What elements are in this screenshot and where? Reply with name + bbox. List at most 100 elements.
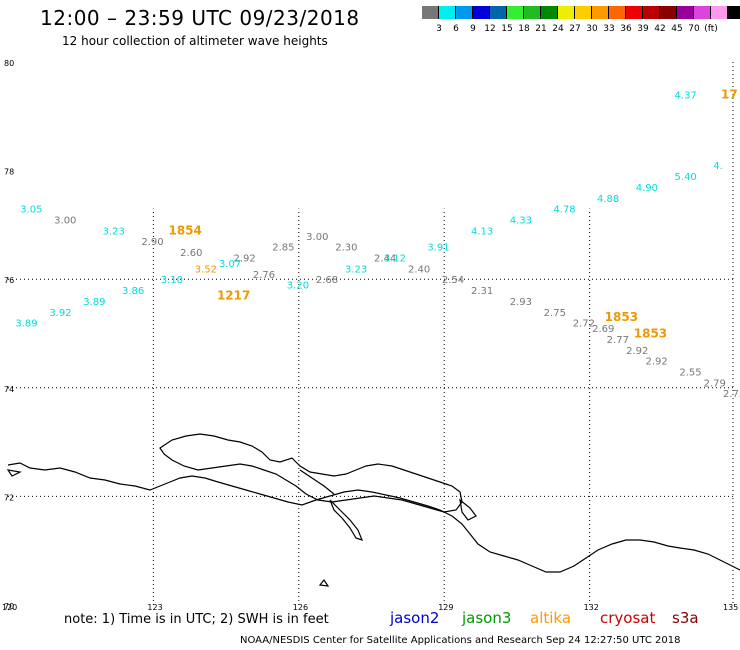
wave-height-value: 2.72 [573, 319, 595, 330]
wave-height-value: 4.88 [597, 194, 619, 205]
graticule-grid [8, 62, 735, 605]
color-scale-label: 12 [484, 24, 496, 34]
longitude-label: 132 [584, 603, 599, 612]
color-scale-label: 45 [671, 24, 683, 34]
satellite-legend-item-s3a: s3a [672, 609, 699, 627]
latitude-label: 78 [4, 168, 14, 177]
wave-height-value: 3.23 [103, 226, 125, 237]
wave-height-value: 3.91 [427, 243, 449, 254]
color-swatch [643, 6, 660, 19]
color-scale-label: 33 [603, 24, 615, 34]
wave-height-value: 2.90 [141, 237, 163, 248]
latitude-label: 76 [4, 276, 14, 285]
color-swatch [677, 6, 694, 19]
wave-height-value: 4.90 [636, 183, 658, 194]
color-scale-label: 39 [637, 24, 649, 34]
pass-time-label: 1854 [168, 223, 201, 237]
color-scale-label: 6 [453, 24, 459, 34]
wave-height-value: 2.55 [679, 368, 701, 379]
color-swatch [558, 6, 575, 19]
satellite-legend-item-jason3: jason3 [462, 609, 512, 627]
color-swatch [541, 6, 558, 19]
color-scale-label: 9 [470, 24, 476, 34]
coastline [6, 433, 740, 587]
color-swatch [626, 6, 643, 19]
pass-time-label: 1217 [217, 288, 250, 302]
color-scale-label: 3 [436, 24, 442, 34]
wave-height-value: 4.78 [553, 205, 575, 216]
color-scale-label: 70 [688, 24, 700, 34]
wave-height-value: 2.79 [704, 378, 726, 389]
wave-height-value: 2.92 [233, 253, 255, 264]
wave-height-value: 2.76 [253, 270, 275, 281]
footer-note: note: 1) Time is in UTC; 2) SWH is in fe… [64, 612, 329, 627]
color-scale-label: 24 [552, 24, 564, 34]
map-title: 12:00 – 23:59 UTC 09/23/2018 [40, 6, 360, 30]
wave-height-value: 2.60 [180, 248, 202, 259]
latitude-label: 72 [4, 493, 14, 502]
coastline-path [159, 433, 463, 513]
wave-height-value: 2.92 [626, 346, 648, 357]
color-swatch [473, 6, 490, 19]
wave-height-value: 4. [713, 161, 723, 172]
color-swatch [694, 6, 711, 19]
wave-height-value: 2.30 [335, 243, 357, 254]
latitude-label: 70 [4, 602, 14, 611]
coastline-path [329, 499, 364, 541]
wave-height-value: 4.37 [675, 91, 697, 102]
color-scale-label: 36 [620, 24, 632, 34]
wave-height-value: 2.85 [272, 243, 294, 254]
color-swatch [592, 6, 609, 19]
color-swatch [660, 6, 677, 19]
wave-height-value: 2.92 [645, 357, 667, 368]
coastline-path [7, 462, 740, 573]
color-swatch [609, 6, 626, 19]
color-swatch [575, 6, 592, 19]
color-scale-label: 30 [586, 24, 598, 34]
color-swatch [490, 6, 507, 19]
wave-height-value: 2.75 [544, 308, 566, 319]
wave-height-value: 2.31 [471, 286, 493, 297]
wave-height-value: 3.07 [219, 259, 241, 270]
wave-height-value: 3.00 [306, 232, 328, 243]
coastline-path [318, 578, 330, 587]
color-swatch [456, 6, 473, 19]
longitude-label: 120 [2, 603, 17, 612]
longitude-label: 129 [438, 603, 453, 612]
pass-time-label: 1853 [634, 327, 667, 341]
satellite-legend-item-jason2: jason2 [390, 609, 440, 627]
color-swatch [439, 6, 456, 19]
color-scale-label: 18 [518, 24, 530, 34]
wave-height-value: 2.44 [374, 253, 396, 264]
pass-time-label: 1853 [605, 310, 638, 324]
wave-height-value: 2.69 [592, 324, 614, 335]
wave-height-value: 4.33 [510, 215, 532, 226]
color-swatch [524, 6, 541, 19]
wave-height-value: 3.89 [15, 319, 37, 330]
wave-height-value: 3.86 [122, 286, 144, 297]
wave-height-value: 2.40 [408, 264, 430, 275]
pass-time-label: 17 [721, 88, 738, 102]
color-swatch [422, 6, 439, 19]
wave-height-value: 3.92 [49, 308, 71, 319]
color-scale-label: 27 [569, 24, 581, 34]
color-swatch [711, 6, 728, 19]
latitude-label: 74 [4, 385, 14, 394]
satellite-legend-item-altika: altika [530, 609, 572, 627]
color-scale-label: 42 [654, 24, 666, 34]
wave-height-value: 2.73 [723, 389, 740, 400]
credit-line: NOAA/NESDIS Center for Satellite Applica… [240, 635, 681, 646]
wave-height-value: 3.23 [345, 264, 367, 275]
wave-height-labels: 3.05 3.00 3.23 2.90 2.60 3.07 2.76 3.20 2.68 3.23… [15, 88, 740, 401]
wave-height-value: 3.52 [195, 264, 217, 275]
color-scale-label: 21 [535, 24, 547, 34]
longitude-label: 135 [723, 603, 738, 612]
wave-height-value: 3.12 [384, 253, 406, 264]
longitude-label: 123 [147, 603, 162, 612]
coastline-path [459, 498, 477, 521]
color-scale-label: (ft) [704, 24, 718, 34]
wave-height-value: 3.00 [54, 215, 76, 226]
wave-height-value: 3.10 [161, 275, 183, 286]
